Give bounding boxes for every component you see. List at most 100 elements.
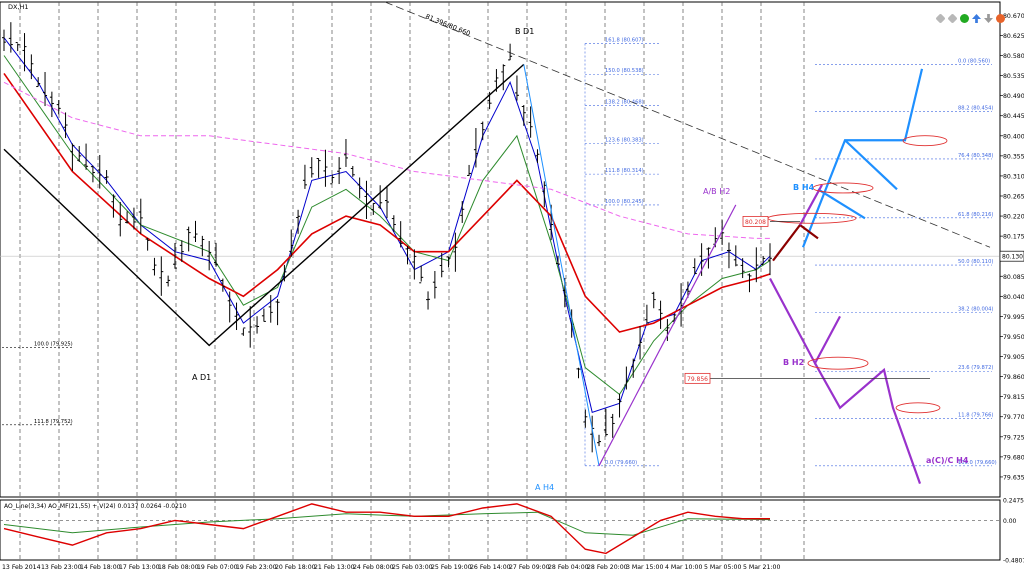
grey-diamond-icon[interactable] bbox=[935, 13, 946, 24]
x-tick-label: 18 Feb 08:00 bbox=[158, 564, 199, 571]
wave-label-ab-h2: A/B H2 bbox=[703, 187, 730, 196]
osc-tick-label: 0.2475 bbox=[1003, 498, 1024, 505]
x-tick-label: 20 Feb 18:00 bbox=[275, 564, 316, 571]
y-tick-label: 80.040 bbox=[1003, 294, 1024, 301]
wave-label-a-h4: A H4 bbox=[535, 483, 554, 492]
x-tick-label: 21 Feb 13:00 bbox=[314, 564, 355, 571]
price-box-label: 80.208 bbox=[745, 219, 766, 226]
orange-gear-icon[interactable] bbox=[996, 14, 1005, 23]
green-dot-icon[interactable] bbox=[960, 14, 969, 23]
target-ellipse bbox=[807, 356, 869, 370]
x-tick-label: 5 Mar 21:00 bbox=[743, 564, 780, 571]
projection-h4-branch bbox=[844, 139, 898, 191]
x-tick-label: 24 Feb 08:00 bbox=[353, 564, 394, 571]
target-ellipse bbox=[812, 182, 874, 194]
y-tick-label: 80.670 bbox=[1003, 13, 1024, 20]
x-tick-label: 4 Mar 10:00 bbox=[665, 564, 702, 571]
wave-label-ac-h4: a(C)/C H4 bbox=[926, 456, 969, 465]
right-fib-label: 0.0 (80.560) bbox=[958, 58, 990, 64]
left-fib-label: 100.0 (79.925) bbox=[34, 342, 73, 348]
right-fib-label: 61.8 (80.216) bbox=[958, 212, 993, 218]
right-fib-label: 100.0 (79.660) bbox=[958, 460, 997, 466]
fib-label: 161.8 (80.607) bbox=[605, 37, 644, 43]
main-panel-frame bbox=[0, 1, 1001, 498]
trendline bbox=[384, 1, 991, 248]
blue-up-arrow-icon[interactable] bbox=[972, 14, 981, 23]
x-tick-label: 5 Mar 05:00 bbox=[704, 564, 741, 571]
fib-label: 100.0 (80.245) bbox=[605, 199, 644, 205]
wave-label-b-h2: B H2 bbox=[783, 358, 804, 367]
y-tick-label: 80.265 bbox=[1003, 193, 1024, 200]
x-tick-label: 17 Feb 13:00 bbox=[119, 564, 160, 571]
y-tick-label: 80.535 bbox=[1003, 73, 1024, 80]
symbol-label: DX,H1 bbox=[8, 3, 29, 11]
y-tick-label: 79.680 bbox=[1003, 454, 1024, 461]
toolbar-icons bbox=[935, 13, 1005, 24]
fib-label: 138.2 (80.468) bbox=[605, 99, 644, 105]
y-tick-label: 79.815 bbox=[1003, 394, 1024, 401]
y-tick-label: 80.580 bbox=[1003, 53, 1024, 60]
x-tick-label: 3 Mar 15:00 bbox=[626, 564, 663, 571]
y-tick-label: 80.355 bbox=[1003, 153, 1024, 160]
y-tick-label: 79.770 bbox=[1003, 414, 1024, 421]
right-fib-label: 88.2 (80.454) bbox=[958, 106, 993, 112]
wave-h2-up bbox=[598, 204, 737, 467]
x-tick-label: 13 Feb 23:00 bbox=[41, 564, 82, 571]
right-fib-label: 50.0 (80.110) bbox=[958, 259, 993, 265]
right-fib-label: 11.8 (79.766) bbox=[958, 413, 993, 419]
oscillator-label: AO_Line(3,34) AO_MF(21,55) + V(24) 0.013… bbox=[4, 503, 187, 510]
target-ellipse bbox=[895, 402, 941, 414]
x-tick-label: 26 Feb 14:00 bbox=[470, 564, 511, 571]
current-price-label: 80.130 bbox=[1002, 254, 1023, 261]
x-tick-label: 28 Feb 20:00 bbox=[587, 564, 628, 571]
grey-diamond-icon[interactable] bbox=[947, 13, 958, 24]
y-tick-label: 79.635 bbox=[1003, 474, 1024, 481]
x-tick-label: 19 Feb 07:00 bbox=[197, 564, 238, 571]
y-tick-label: 79.725 bbox=[1003, 434, 1024, 441]
target-ellipse bbox=[902, 135, 948, 147]
wave-h4-down bbox=[523, 64, 600, 466]
fib-label: 123.6 (80.383) bbox=[605, 137, 644, 143]
x-tick-label: 28 Feb 04:00 bbox=[548, 564, 589, 571]
y-tick-label: 79.860 bbox=[1003, 374, 1024, 381]
right-fib-label: 38.2 (80.004) bbox=[958, 306, 993, 312]
price-box bbox=[742, 216, 769, 227]
y-tick-label: 80.490 bbox=[1003, 93, 1024, 100]
y-tick-label: 80.175 bbox=[1003, 234, 1024, 241]
wave-d1 bbox=[3, 63, 525, 347]
wave-label-b-d1: B D1 bbox=[515, 27, 534, 36]
price-box bbox=[684, 372, 711, 384]
projection-h4-down bbox=[817, 188, 866, 220]
y-tick-label: 80.400 bbox=[1003, 133, 1024, 140]
x-tick-label: 19 Feb 23:00 bbox=[236, 564, 277, 571]
ma-line-magenta bbox=[3, 81, 770, 239]
x-tick-label: 14 Feb 18:00 bbox=[80, 564, 121, 571]
projection-h2-b bbox=[799, 184, 823, 226]
y-tick-label: 79.950 bbox=[1003, 334, 1024, 341]
y-tick-label: 80.625 bbox=[1003, 33, 1024, 40]
projection-h2-c bbox=[814, 362, 922, 484]
y-tick-label: 79.995 bbox=[1003, 314, 1024, 321]
y-tick-label: 80.445 bbox=[1003, 113, 1024, 120]
wave-label-b-h4: B H4 bbox=[793, 183, 815, 192]
fib-label: 111.8 (80.314) bbox=[605, 168, 644, 174]
fib-label: 150.0 (80.538) bbox=[605, 68, 644, 74]
osc-line-red bbox=[3, 503, 770, 555]
osc-tick-label: -0.4807 bbox=[1003, 558, 1024, 565]
ma-line-red bbox=[3, 72, 771, 333]
right-fib-label: 23.6 (79.872) bbox=[958, 365, 993, 371]
x-tick-label: 27 Feb 09:00 bbox=[509, 564, 550, 571]
ma-line-blue bbox=[3, 37, 771, 413]
y-tick-label: 79.905 bbox=[1003, 354, 1024, 361]
osc-tick-label: 0.00 bbox=[1003, 518, 1017, 525]
price-box-label: 79.856 bbox=[687, 376, 708, 383]
grey-down-arrow-icon[interactable] bbox=[984, 14, 993, 23]
x-tick-label: 25 Feb 03:00 bbox=[392, 564, 433, 571]
y-tick-label: 80.085 bbox=[1003, 274, 1024, 281]
current-price-box bbox=[999, 250, 1024, 262]
x-tick-label: 13 Feb 2014 bbox=[2, 564, 41, 571]
left-fib-label: 111.8 (79.752) bbox=[34, 419, 73, 425]
wave-label-a-d1: A D1 bbox=[192, 373, 211, 382]
